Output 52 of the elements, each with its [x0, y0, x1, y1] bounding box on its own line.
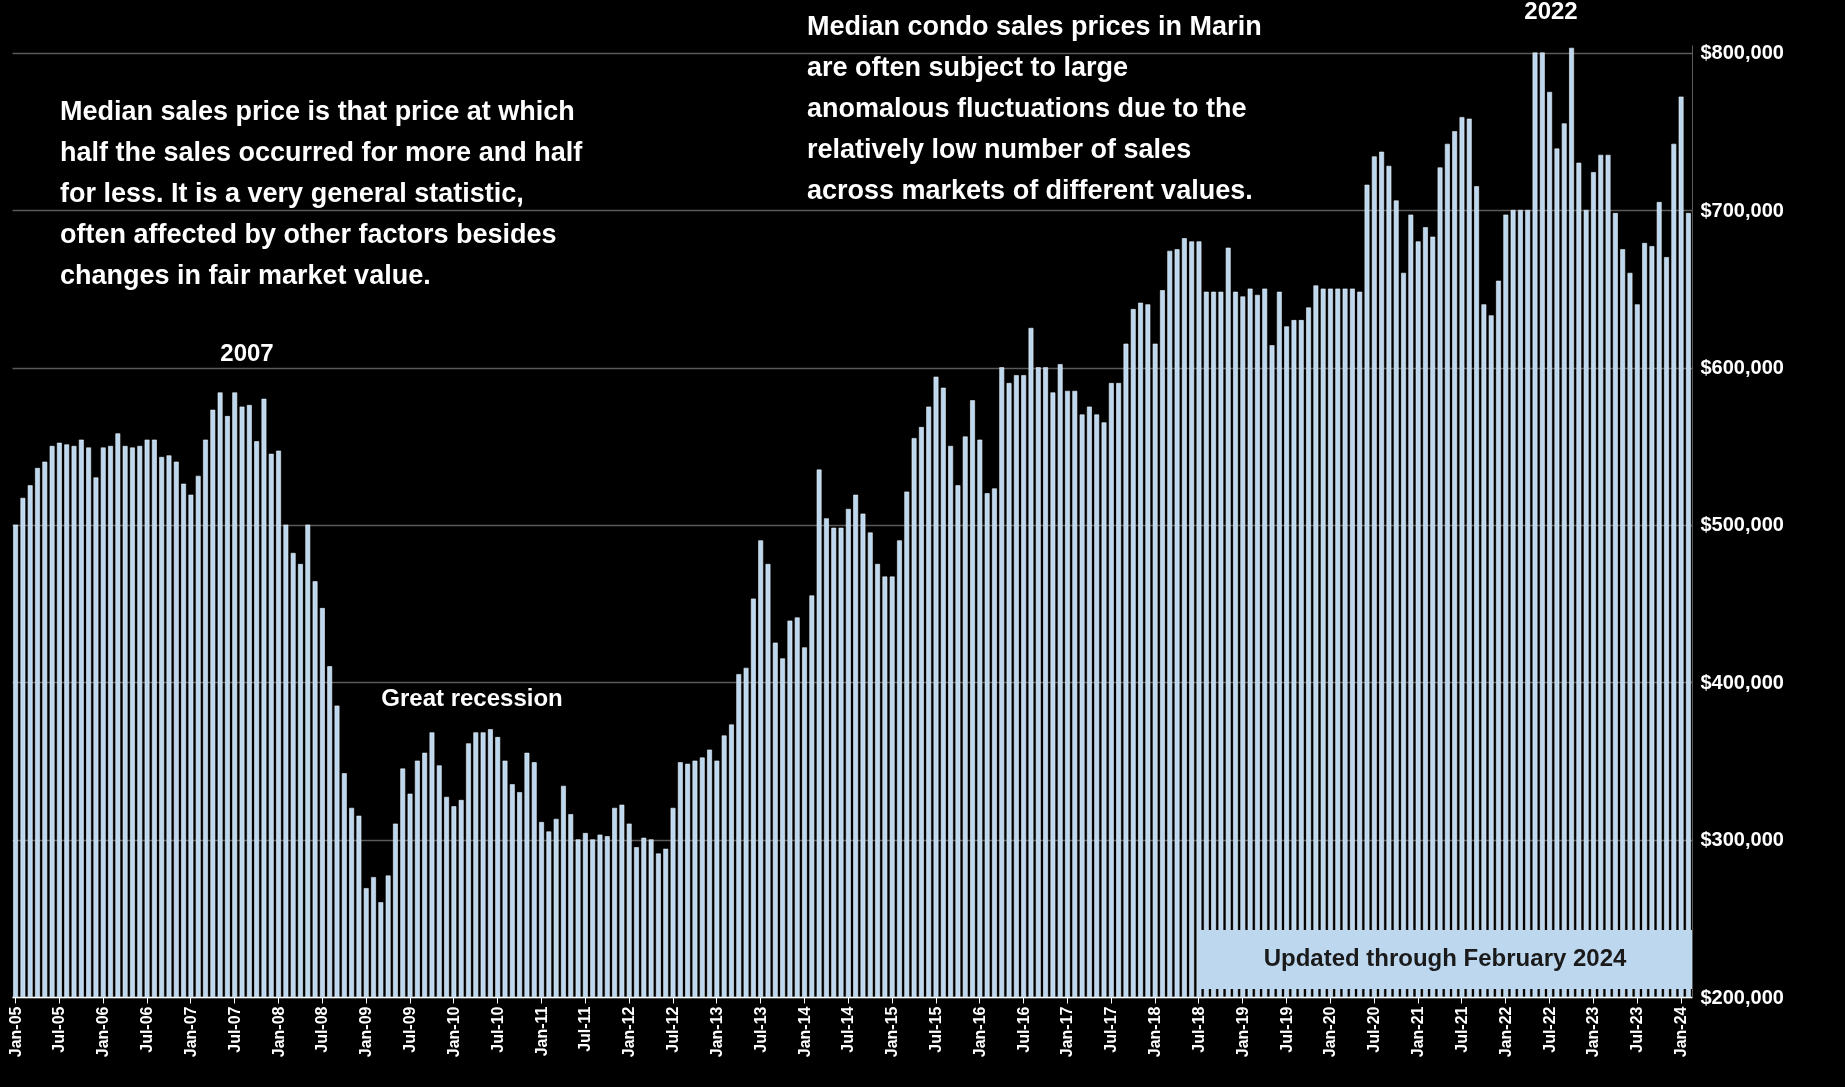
- x-tick-label: Jan-12: [620, 1006, 638, 1058]
- x-tick-label: Jan-16: [970, 1006, 988, 1058]
- x-tick-label: Jan-22: [1496, 1006, 1514, 1058]
- y-tick-label: $500,000: [1700, 513, 1784, 536]
- x-tick-label: Jul-23: [1628, 1006, 1646, 1053]
- x-tick-label: Jan-20: [1321, 1006, 1339, 1058]
- x-tick-label: Jan-21: [1409, 1006, 1427, 1058]
- x-tick-label: Jul-18: [1189, 1006, 1207, 1053]
- x-tick-label: Jan-10: [444, 1006, 462, 1058]
- x-tick-label: Jul-20: [1365, 1006, 1383, 1053]
- x-tick-label: Jan-09: [357, 1006, 375, 1058]
- y-tick-label: $200,000: [1700, 985, 1784, 1008]
- x-tick-label: Jul-15: [927, 1006, 945, 1053]
- y-tick-label: $600,000: [1700, 356, 1784, 379]
- x-tick-label: Jul-12: [664, 1006, 682, 1053]
- x-tick-label: Jul-08: [313, 1006, 331, 1053]
- x-tick-label: Jul-07: [225, 1006, 243, 1053]
- x-tick-label: Jul-17: [1102, 1006, 1120, 1053]
- x-tick-label: Jul-05: [50, 1006, 68, 1053]
- x-tick-label: Jul-21: [1452, 1006, 1470, 1053]
- x-tick-label: Jan-11: [532, 1006, 550, 1057]
- y-tick-label: $800,000: [1700, 41, 1784, 64]
- x-tick-label: Jan-14: [795, 1006, 813, 1058]
- x-tick-label: Jul-06: [138, 1006, 156, 1053]
- x-tick-label: Jan-15: [883, 1006, 901, 1058]
- annotation: Median sales price is that price at which half the sales occurred for more and half for less. It is a very general statistic, often affected by other factors besides changes in fair market value.: [60, 96, 584, 290]
- x-tick-label: Jul-16: [1014, 1006, 1032, 1053]
- annotation: 2007: [220, 339, 274, 366]
- annotation: Great recession: [381, 684, 563, 711]
- x-tick-label: Jul-22: [1540, 1006, 1558, 1053]
- y-tick-label: $700,000: [1700, 198, 1784, 221]
- annotation: Median condo sales prices in Marin are often subject to large anomalous fluctuations due to the relatively low number of sales across markets of different values.: [807, 11, 1262, 205]
- text: 2022: [1524, 0, 1578, 24]
- x-tick-label: Jan-19: [1233, 1006, 1251, 1058]
- x-tick-label: Jul-13: [751, 1006, 769, 1053]
- x-tick-label: Jan-23: [1584, 1006, 1602, 1058]
- x-tick-label: Jan-07: [181, 1006, 199, 1058]
- x-tick-label: Jan-06: [94, 1006, 112, 1058]
- x-tick-label: Jan-13: [707, 1006, 725, 1058]
- x-tick-label: Jul-19: [1277, 1006, 1295, 1053]
- annotation: Updated through February 2024: [1263, 944, 1628, 971]
- x-tick-label: Jan-18: [1146, 1006, 1164, 1058]
- x-tick-label: Jul-10: [488, 1006, 506, 1053]
- x-tick-label: Jan-08: [269, 1006, 287, 1058]
- x-tick-label: Jul-09: [401, 1006, 419, 1053]
- x-tick-label: Jan-05: [6, 1006, 24, 1058]
- y-tick-label: $400,000: [1700, 670, 1784, 693]
- x-tick-label: Jul-11: [576, 1006, 594, 1052]
- x-tick-label: Jan-17: [1058, 1006, 1076, 1058]
- y-tick-label: $300,000: [1700, 828, 1784, 851]
- x-tick-label: Jul-14: [839, 1006, 857, 1053]
- x-tick-label: Jan-24: [1672, 1006, 1690, 1058]
